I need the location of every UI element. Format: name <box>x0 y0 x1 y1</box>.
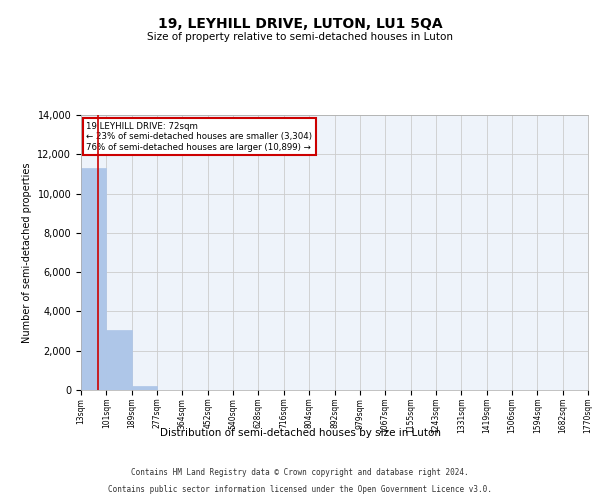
Text: Distribution of semi-detached houses by size in Luton: Distribution of semi-detached houses by … <box>160 428 440 438</box>
Text: Contains public sector information licensed under the Open Government Licence v3: Contains public sector information licen… <box>108 484 492 494</box>
Text: Size of property relative to semi-detached houses in Luton: Size of property relative to semi-detach… <box>147 32 453 42</box>
Text: 19 LEYHILL DRIVE: 72sqm
← 23% of semi-detached houses are smaller (3,304)
76% of: 19 LEYHILL DRIVE: 72sqm ← 23% of semi-de… <box>86 122 312 152</box>
Bar <box>106 330 132 390</box>
Text: Contains HM Land Registry data © Crown copyright and database right 2024.: Contains HM Land Registry data © Crown c… <box>131 468 469 477</box>
Bar <box>132 386 157 390</box>
Y-axis label: Number of semi-detached properties: Number of semi-detached properties <box>22 162 32 343</box>
Bar <box>81 168 106 390</box>
Text: 19, LEYHILL DRIVE, LUTON, LU1 5QA: 19, LEYHILL DRIVE, LUTON, LU1 5QA <box>158 18 442 32</box>
